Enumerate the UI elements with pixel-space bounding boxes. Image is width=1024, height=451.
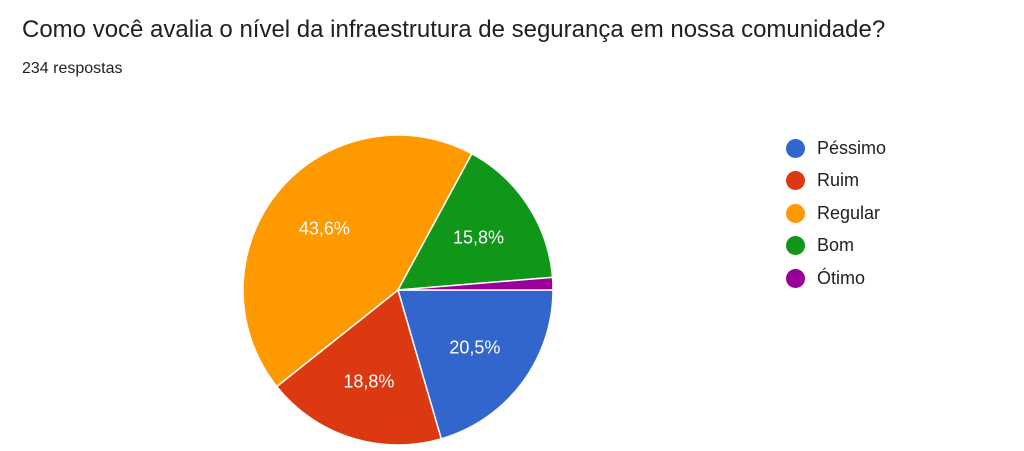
legend-item-ruim[interactable]: Ruim (786, 165, 886, 198)
pie-slice-ruim[interactable] (275, 288, 443, 446)
slice-label-regular: 43,6% (299, 218, 350, 238)
legend-label: Ótimo (817, 267, 866, 288)
legend-label: Regular (817, 202, 881, 223)
chart-legend: Péssimo Ruim Regular Bom Ótimo (786, 132, 886, 295)
legend-label: Ruim (817, 170, 860, 191)
legend-label: Bom (817, 235, 855, 256)
pie-slice-regular[interactable] (242, 134, 473, 388)
legend-dot-icon (786, 268, 805, 288)
pie-slice-pessimo[interactable] (397, 289, 554, 440)
pie-slice-bom[interactable] (396, 152, 554, 291)
legend-item-bom[interactable]: Bom (786, 230, 886, 263)
slice-label-ruim: 18,8% (343, 372, 394, 392)
legend-dot-icon (786, 138, 805, 158)
legend-item-pessimo[interactable]: Péssimo (786, 132, 886, 165)
legend-dot-icon (786, 203, 805, 223)
slice-label-bom: 15,8% (453, 227, 504, 247)
legend-dot-icon (786, 171, 805, 191)
response-count: 234 respostas (22, 60, 123, 77)
legend-dot-icon (786, 236, 805, 256)
legend-item-regular[interactable]: Regular (786, 197, 886, 230)
legend-item-otimo[interactable]: Ótimo (786, 262, 886, 295)
slice-label-pessimo: 20,5% (449, 338, 500, 358)
legend-label: Péssimo (817, 137, 887, 158)
pie-slice-otimo[interactable] (397, 276, 554, 291)
question-title: Como você avalia o nível da infraestrutu… (22, 16, 886, 43)
